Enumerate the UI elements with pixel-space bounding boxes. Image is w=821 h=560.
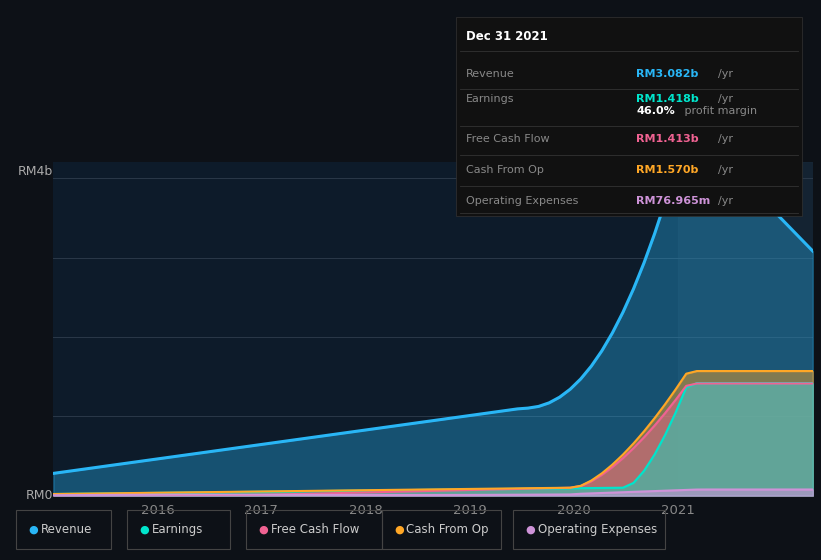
Text: RM1.413b: RM1.413b	[636, 134, 699, 144]
Text: Dec 31 2021: Dec 31 2021	[466, 30, 548, 43]
Text: Operating Expenses: Operating Expenses	[538, 522, 657, 536]
Text: ●: ●	[140, 524, 149, 534]
Text: RM1.418b: RM1.418b	[636, 94, 699, 104]
Text: Cash From Op: Cash From Op	[466, 165, 544, 175]
Text: 46.0%: 46.0%	[636, 106, 675, 116]
Text: ●: ●	[525, 524, 535, 534]
Text: ●: ●	[259, 524, 268, 534]
Text: Operating Expenses: Operating Expenses	[466, 197, 578, 207]
Text: Earnings: Earnings	[466, 94, 514, 104]
Text: /yr: /yr	[718, 197, 733, 207]
Text: RM3.082b: RM3.082b	[636, 69, 699, 78]
Text: ●: ●	[394, 524, 404, 534]
Text: Free Cash Flow: Free Cash Flow	[466, 134, 549, 144]
Text: RM76.965m: RM76.965m	[636, 197, 710, 207]
Text: /yr: /yr	[718, 165, 733, 175]
Text: RM4b: RM4b	[18, 165, 53, 178]
Text: Free Cash Flow: Free Cash Flow	[271, 522, 360, 536]
Text: ●: ●	[29, 524, 39, 534]
Text: Revenue: Revenue	[466, 69, 514, 78]
Text: /yr: /yr	[718, 134, 733, 144]
Text: RM0: RM0	[26, 489, 53, 502]
Text: /yr: /yr	[718, 69, 733, 78]
Text: profit margin: profit margin	[681, 106, 758, 116]
Text: Revenue: Revenue	[41, 522, 93, 536]
Text: Cash From Op: Cash From Op	[406, 522, 488, 536]
Text: RM1.570b: RM1.570b	[636, 165, 699, 175]
Text: /yr: /yr	[718, 94, 733, 104]
Text: Earnings: Earnings	[152, 522, 204, 536]
Bar	[677, 162, 813, 496]
